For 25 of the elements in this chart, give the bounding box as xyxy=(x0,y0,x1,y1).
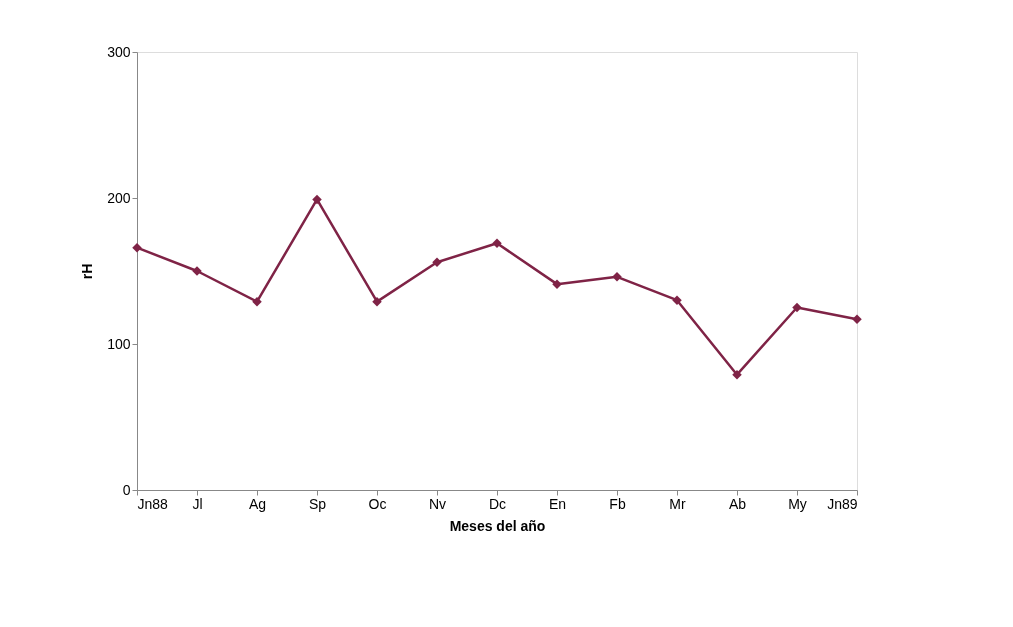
y-tick-label: 100 xyxy=(107,335,131,352)
x-tick-label: Jn89 xyxy=(827,495,858,512)
x-tick-label: Ab xyxy=(728,495,747,512)
x-tick-label: Oc xyxy=(368,495,387,512)
y-tick-label: 200 xyxy=(107,189,131,206)
y-tick-label: 0 xyxy=(122,481,131,498)
point xyxy=(372,296,382,307)
x-tick-label: Sp xyxy=(308,495,327,512)
x-tick-label: Fb xyxy=(609,495,626,512)
x-tick-label: Jn88 xyxy=(137,495,169,512)
x-tick-label: My xyxy=(788,495,807,512)
point xyxy=(792,302,802,313)
point xyxy=(732,369,742,380)
point xyxy=(132,242,142,253)
y-axis-title: rH xyxy=(79,263,96,280)
x-tick-label: Ag xyxy=(248,495,267,512)
x-tick-label: Mr xyxy=(669,495,686,512)
x-tick-label: En xyxy=(548,495,567,512)
x-tick-label: Jl xyxy=(192,495,203,512)
y-tick-label: 300 xyxy=(107,43,131,60)
x-axis-title: Meses del año xyxy=(449,517,546,534)
point xyxy=(312,194,322,205)
x-tick-label: Dc xyxy=(488,495,507,512)
point xyxy=(252,296,262,307)
x-tick-label: Nv xyxy=(428,495,447,512)
